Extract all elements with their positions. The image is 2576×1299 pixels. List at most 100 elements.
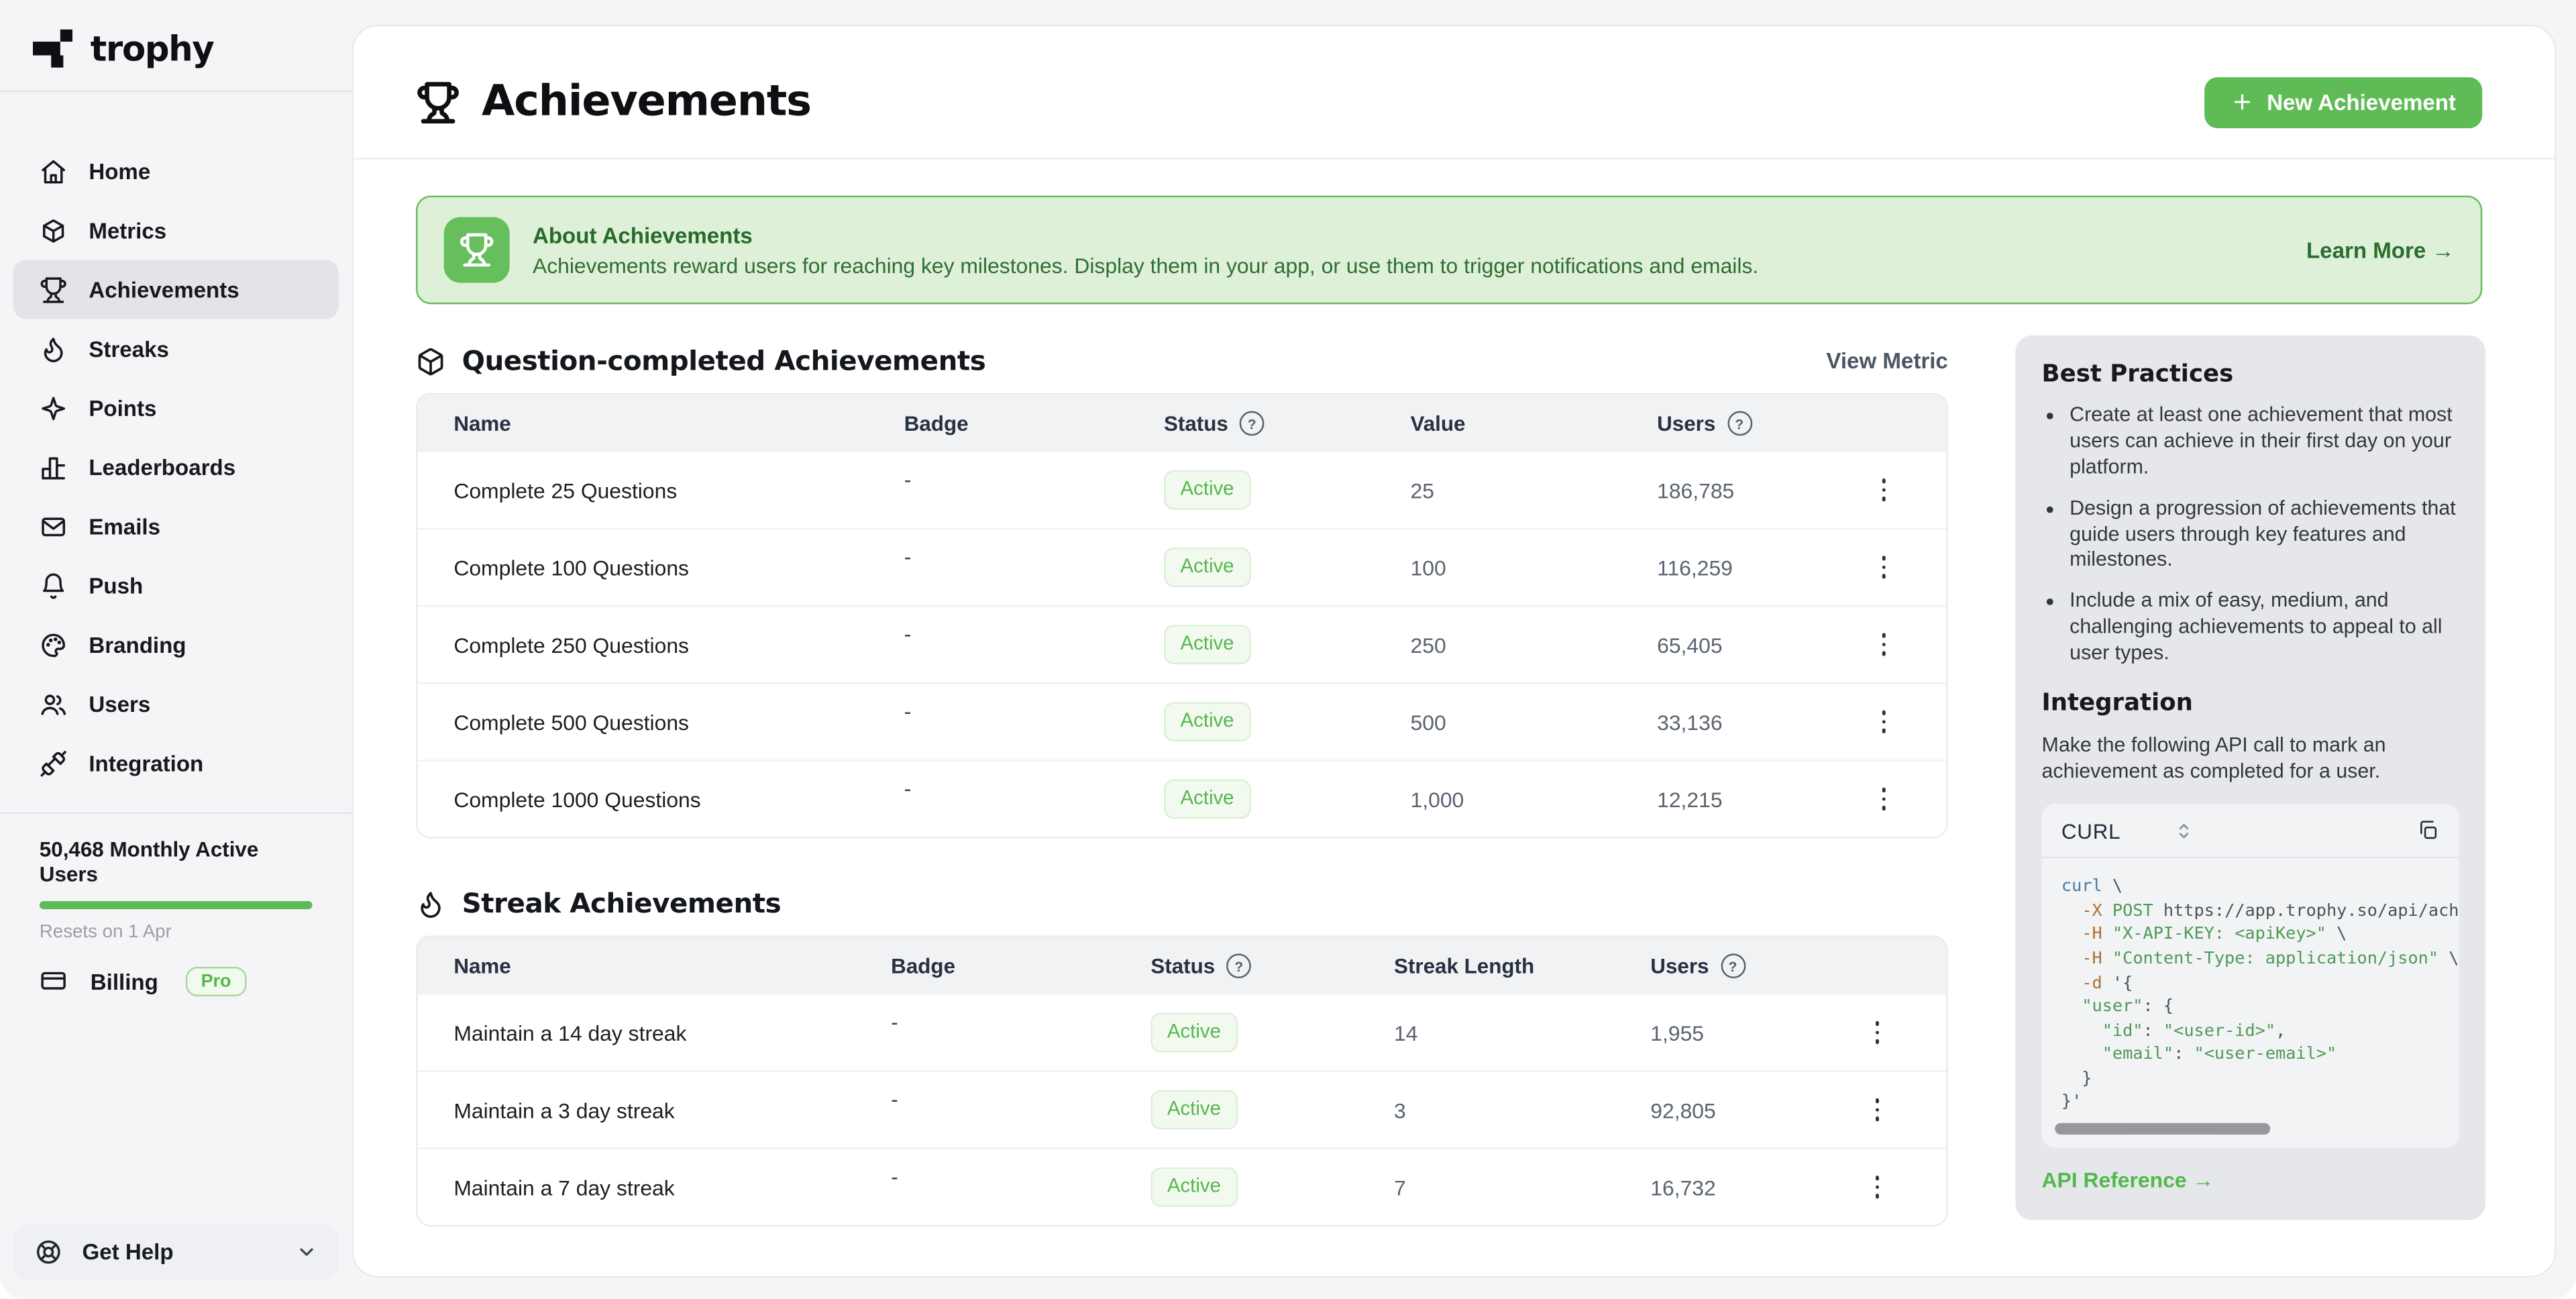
badge-cell: - bbox=[904, 543, 912, 568]
best-practices-title: Best Practices bbox=[2041, 362, 2234, 388]
column-header-users: Users? bbox=[1650, 953, 1847, 979]
sidebar-item-billing[interactable]: Billing Pro bbox=[40, 966, 313, 997]
table-row: Maintain a 3 day streak - Active 3 92,805 bbox=[417, 1070, 1947, 1148]
best-practice-item: Include a mix of easy, medium, and chall… bbox=[2070, 589, 2459, 668]
get-help-label: Get Help bbox=[82, 1239, 174, 1265]
sidebar-divider bbox=[0, 812, 352, 814]
header-divider bbox=[353, 158, 2555, 160]
achievement-name: Complete 25 Questions bbox=[453, 477, 678, 503]
sidebar-item-label: Home bbox=[89, 158, 151, 184]
horizontal-scrollbar[interactable] bbox=[2055, 1123, 2270, 1134]
help-icon[interactable]: ? bbox=[1226, 953, 1252, 979]
help-icon[interactable]: ? bbox=[1239, 411, 1265, 436]
page-header: Achievements New Achievement bbox=[416, 26, 2483, 151]
badge-cell: - bbox=[904, 775, 912, 800]
code-snippet-card: CURL curl \ -X POST https://app.trophy.s… bbox=[2041, 804, 2459, 1147]
sidebar-item-streaks[interactable]: Streaks bbox=[13, 319, 339, 378]
value-cell: 500 bbox=[1410, 709, 1446, 735]
sidebar-item-achievements[interactable]: Achievements bbox=[13, 260, 339, 319]
sidebar-item-label: Integration bbox=[89, 750, 204, 776]
status-badge: Active bbox=[1150, 1167, 1238, 1206]
status-cell: Active bbox=[1163, 548, 1411, 586]
chevron-down-icon bbox=[296, 1241, 317, 1263]
row-menu-button[interactable] bbox=[1875, 472, 1892, 508]
learn-more-link[interactable]: Learn More → bbox=[2306, 238, 2455, 262]
sidebar-item-push[interactable]: Push bbox=[13, 556, 339, 615]
achievement-name: Complete 100 Questions bbox=[453, 555, 689, 580]
best-practices-panel: Best Practices Create at least one achie… bbox=[2015, 335, 2486, 1220]
view-metric-link[interactable]: View Metric bbox=[1826, 348, 1948, 374]
users-cell: 12,215 bbox=[1657, 786, 1723, 812]
status-cell: Active bbox=[1163, 780, 1411, 819]
status-cell: Active bbox=[1150, 1167, 1394, 1206]
badge-cell: - bbox=[891, 1008, 898, 1034]
column-header-status: Status? bbox=[1150, 953, 1394, 979]
sidebar-divider bbox=[0, 90, 352, 93]
table-row: Complete 1000 Questions - Active 1,000 12,21… bbox=[417, 760, 1947, 837]
status-cell: Active bbox=[1163, 703, 1411, 741]
status-badge: Active bbox=[1163, 470, 1251, 509]
achievement-sections: Question-completed Achievements View Metr… bbox=[415, 335, 1948, 1227]
sidebar-item-label: Achievements bbox=[89, 276, 239, 302]
api-reference-link[interactable]: API Reference → bbox=[2041, 1166, 2214, 1192]
sidebar-item-label: Push bbox=[89, 572, 144, 598]
get-help-button[interactable]: Get Help bbox=[13, 1223, 339, 1281]
bell-icon bbox=[40, 572, 68, 600]
billing-label: Billing bbox=[90, 969, 158, 994]
trophy-icon bbox=[416, 80, 460, 124]
copy-icon[interactable] bbox=[2416, 819, 2439, 842]
status-badge: Active bbox=[1163, 780, 1251, 819]
sidebar-item-label: Leaderboards bbox=[89, 454, 236, 480]
best-practices-list: Create at least one achievement that mos… bbox=[2042, 403, 2459, 667]
palette-icon bbox=[40, 631, 68, 659]
language-select[interactable]: CURL bbox=[2061, 818, 2121, 843]
help-icon[interactable]: ? bbox=[1727, 411, 1752, 436]
sidebar-item-emails[interactable]: Emails bbox=[13, 497, 339, 556]
new-achievement-button[interactable]: New Achievement bbox=[2204, 76, 2483, 127]
column-header-streak-length: Streak Length bbox=[1394, 953, 1535, 979]
table-row: Complete 500 Questions - Active 500 33,136 bbox=[417, 682, 1947, 760]
badge-cell: - bbox=[891, 1163, 898, 1188]
status-cell: Active bbox=[1163, 470, 1411, 509]
sidebar-item-metrics[interactable]: Metrics bbox=[13, 201, 339, 260]
achievement-name: Maintain a 14 day streak bbox=[453, 1020, 687, 1045]
sidebar-item-integration[interactable]: Integration bbox=[13, 733, 339, 792]
row-menu-button[interactable] bbox=[1868, 1015, 1886, 1050]
sidebar-item-branding[interactable]: Branding bbox=[13, 615, 339, 674]
status-cell: Active bbox=[1150, 1013, 1394, 1052]
sidebar-item-label: Branding bbox=[89, 632, 186, 657]
users-cell: 92,805 bbox=[1650, 1097, 1716, 1123]
pro-badge: Pro bbox=[186, 966, 246, 997]
sidebar-item-home[interactable]: Home bbox=[13, 142, 339, 201]
row-menu-button[interactable] bbox=[1875, 704, 1892, 739]
row-menu-button[interactable] bbox=[1868, 1092, 1886, 1128]
value-cell: 25 bbox=[1410, 477, 1434, 503]
row-menu-button[interactable] bbox=[1875, 627, 1892, 662]
sidebar-item-label: Points bbox=[89, 395, 157, 421]
brand-logo-icon bbox=[33, 28, 74, 69]
credit-card-icon bbox=[40, 967, 69, 996]
flame-icon bbox=[40, 335, 68, 363]
row-menu-button[interactable] bbox=[1868, 1170, 1886, 1205]
sidebar-item-points[interactable]: Points bbox=[13, 378, 339, 437]
brand-logo[interactable]: trophy bbox=[0, 0, 352, 91]
usage-summary: 50,468 Monthly Active Users Resets on 1 … bbox=[0, 814, 352, 942]
sidebar-item-leaderboards[interactable]: Leaderboards bbox=[13, 437, 339, 497]
mail-icon bbox=[40, 512, 68, 540]
achievement-name: Complete 1000 Questions bbox=[453, 786, 701, 812]
table-row: Complete 25 Questions - Active 25 186,785 bbox=[417, 452, 1947, 528]
help-icon[interactable]: ? bbox=[1720, 953, 1746, 979]
row-menu-button[interactable] bbox=[1875, 781, 1892, 817]
achievement-name: Maintain a 3 day streak bbox=[453, 1097, 675, 1123]
select-chevrons-icon[interactable] bbox=[2174, 820, 2195, 841]
table-row: Maintain a 14 day streak - Active 14 1,955 bbox=[417, 994, 1947, 1071]
row-menu-button[interactable] bbox=[1875, 550, 1892, 585]
table-header-row: Name Badge Status? Value Users? bbox=[417, 395, 1947, 452]
status-badge: Active bbox=[1150, 1013, 1238, 1052]
column-header-name: Name bbox=[453, 411, 511, 436]
banner-description: Achievements reward users for reaching k… bbox=[532, 252, 1759, 277]
users-cell: 116,259 bbox=[1657, 555, 1733, 580]
column-header-status: Status? bbox=[1164, 411, 1411, 436]
sidebar-item-users[interactable]: Users bbox=[13, 674, 339, 733]
